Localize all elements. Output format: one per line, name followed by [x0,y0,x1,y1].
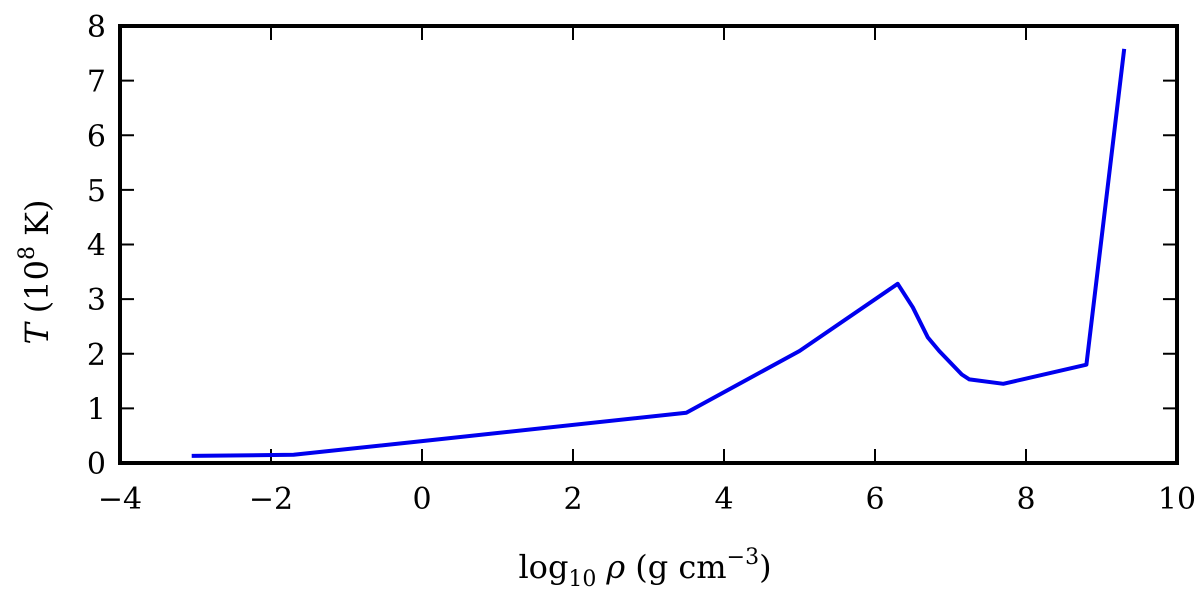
y-label-symbol: T [18,321,56,345]
x-axis-label: log10 ρ (g cm−3) [518,545,771,590]
tick-labels-layer: −4 −2 0 2 4 6 8 10 0 1 2 3 4 5 6 7 8 [87,10,1196,517]
y-tick-label: 1 [87,392,106,427]
y-label-units-close: K) [18,199,56,246]
y-axis-label: T (108 K) [15,199,56,344]
x-label-units-close: ) [759,548,771,586]
y-tick-label: 4 [87,229,106,264]
x-label-symbol: ρ [605,548,625,586]
temperature-series-line [191,48,1127,458]
x-label-prefix: log [518,548,568,586]
y-tick-label: 3 [87,283,106,318]
x-tick-label: −4 [98,482,142,517]
x-label-units-open: (g cm [635,548,726,586]
x-label-sub: 10 [568,567,596,590]
y-tick-label: 6 [87,119,106,154]
x-tick-label: 6 [865,482,884,517]
y-tick-label: 0 [87,447,106,482]
y-label-units-open: (10 [18,260,56,313]
x-tick-label: 4 [714,482,733,517]
x-tick-label: 0 [412,482,431,517]
x-tick-label: 10 [1158,482,1196,517]
x-tick-label: −2 [249,482,293,517]
x-label-units-sup: −3 [727,545,759,570]
x-tick-label: 8 [1016,482,1035,517]
y-tick-label: 2 [87,338,106,373]
x-tick-label: 2 [563,482,582,517]
y-tick-label: 5 [87,174,106,209]
y-tick-label: 8 [87,10,106,45]
y-label-units-sup: 8 [15,246,40,260]
ticks-layer [119,25,1178,464]
plot-frame [118,24,1179,465]
series-layer [191,48,1127,458]
y-tick-label: 7 [87,65,106,100]
